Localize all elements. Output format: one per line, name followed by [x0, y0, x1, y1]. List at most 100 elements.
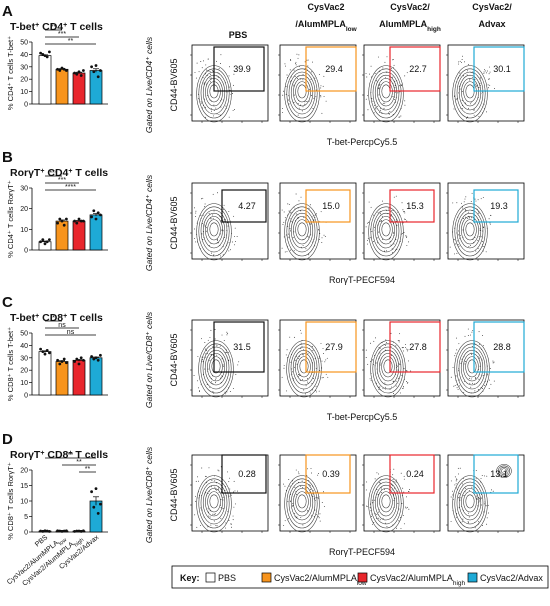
flow-event-dot [393, 468, 395, 470]
flow-event-dot [230, 523, 232, 525]
sig-label-D-1: ** [76, 459, 82, 466]
flow-event-dot [479, 76, 481, 78]
y-tick-label-D: 10 [20, 499, 28, 506]
data-point-D-1 [60, 529, 64, 533]
panel-letter-B: B [2, 149, 13, 166]
flow-event-dot [317, 497, 319, 499]
flow-event-dot [218, 470, 220, 472]
flow-event-dot [289, 81, 291, 83]
flow-event-dot [211, 480, 213, 482]
flow-plot-A-1: 29.4 [278, 44, 357, 123]
flow-event-dot [320, 96, 322, 98]
flow-event-dot [480, 478, 482, 479]
flow-event-dot [312, 61, 314, 63]
y-tick-label-C: 20 [20, 368, 28, 375]
flow-event-dot [201, 67, 203, 69]
flow-event-dot [469, 79, 471, 81]
flow-event-dot [390, 345, 392, 347]
flow-event-dot [371, 97, 373, 99]
flow-event-dot [205, 492, 207, 494]
flow-event-dot [477, 239, 479, 241]
flow-event-dot [281, 209, 283, 211]
flow-event-dot [321, 242, 323, 244]
flow-contour [198, 340, 234, 398]
flow-event-dot [465, 196, 467, 198]
flow-event-dot [406, 72, 408, 74]
flow-event-dot [367, 95, 368, 97]
flow-event-dot [462, 207, 464, 209]
flow-event-dot [202, 197, 204, 199]
flow-event-dot [467, 328, 469, 330]
flow-event-dot [475, 377, 477, 379]
flow-event-dot [290, 59, 291, 61]
flow-event-dot [406, 382, 408, 384]
flow-event-dot [282, 90, 284, 92]
sig-label-B-1: *** [58, 177, 66, 184]
flow-event-dot [202, 60, 204, 62]
flow-event-dot [457, 389, 459, 390]
flow-event-dot [200, 215, 202, 217]
flow-event-dot [217, 238, 219, 240]
flow-event-dot [455, 480, 457, 482]
flow-event-dot [390, 68, 392, 70]
sig-label-C-0: * [52, 315, 55, 322]
flow-event-dot [213, 110, 215, 111]
flow-event-dot [318, 357, 320, 359]
flow-event-dot [474, 237, 476, 239]
flow-event-dot [474, 527, 476, 529]
data-point-B-2 [79, 219, 83, 223]
flow-event-dot [483, 71, 485, 73]
data-point-D-3 [99, 502, 102, 506]
flow-event-dot [380, 220, 382, 222]
flow-event-dot [474, 79, 476, 80]
flow-event-dot [392, 252, 393, 254]
flow-event-dot [467, 335, 469, 336]
data-point-C-2 [75, 357, 79, 361]
flow-event-dot [309, 204, 311, 206]
flow-event-dot [213, 520, 215, 522]
flow-event-dot [376, 382, 377, 384]
flow-contour [198, 478, 230, 529]
flow-event-dot [365, 73, 367, 75]
flow-event-dot [480, 236, 482, 238]
flow-event-dot [382, 239, 383, 240]
flow-event-dot [294, 94, 295, 96]
flow-event-dot [478, 212, 480, 214]
data-point-B-1 [56, 221, 59, 225]
flow-event-dot [389, 240, 391, 242]
flow-event-dot [311, 95, 312, 96]
flow-event-dot [485, 251, 487, 253]
flow-event-dot [457, 92, 459, 94]
flow-event-dot [202, 223, 204, 225]
data-point-D-0 [39, 529, 42, 533]
data-point-B-2 [75, 221, 79, 225]
flow-event-dot [322, 348, 324, 350]
flow-event-dot [459, 385, 461, 387]
flow-event-dot [461, 202, 462, 204]
flow-event-dot [195, 500, 197, 502]
flow-event-dot [238, 361, 240, 363]
column-header-sub-1: low [346, 26, 358, 33]
flow-event-dot [300, 246, 302, 248]
gate-box-A-3 [473, 46, 525, 92]
flow-plot-A-2: 22.7 [362, 44, 441, 123]
flow-contour [284, 203, 320, 261]
flow-event-dot [483, 384, 485, 386]
flow-event-dot [318, 74, 320, 75]
flow-event-dot [300, 332, 302, 334]
flow-event-dot [316, 491, 318, 493]
flow-event-dot [209, 73, 211, 75]
flow-event-dot [405, 370, 407, 372]
flow-event-dot [309, 392, 311, 394]
data-point-D-3 [90, 490, 93, 494]
flow-event-dot [288, 203, 290, 205]
flow-contour [209, 356, 223, 378]
panel-letter-D: D [2, 431, 13, 448]
flow-event-dot [293, 250, 295, 252]
flow-event-dot [323, 505, 325, 507]
flow-event-dot [321, 377, 323, 379]
flow-event-dot [452, 494, 454, 496]
flow-event-dot [402, 387, 403, 389]
flow-event-dot [378, 347, 380, 348]
